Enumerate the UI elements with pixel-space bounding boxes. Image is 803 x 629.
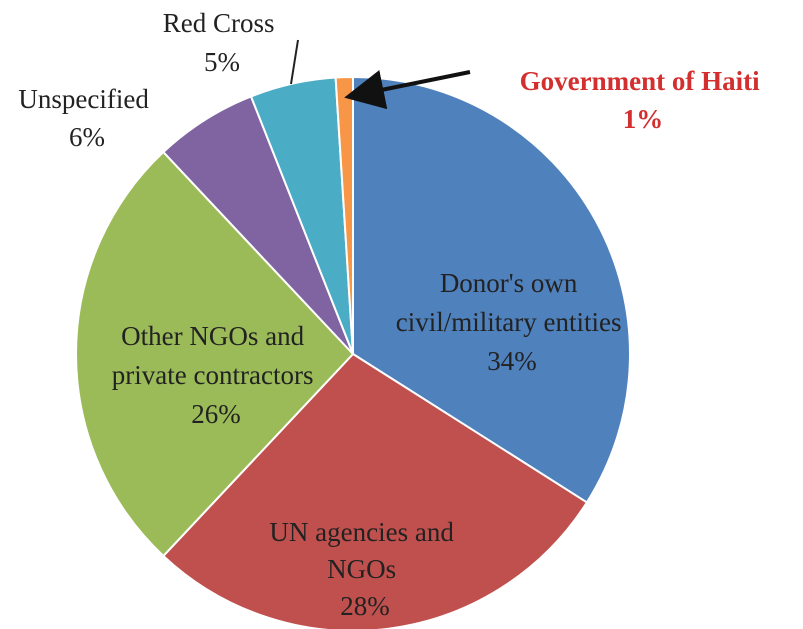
slice-value-un: 28% xyxy=(340,591,390,621)
slice-label-un: UN agencies and NGOs 28% xyxy=(269,517,460,621)
slice-label-donors-line1: Donor's own xyxy=(440,268,578,298)
slice-label-un-line2: NGOs xyxy=(327,554,396,584)
slice-label-red-cross-line1: Red Cross xyxy=(163,8,275,38)
slice-value-other-ngos: 26% xyxy=(191,399,241,429)
slice-value-donors: 34% xyxy=(487,346,537,376)
arrow-government xyxy=(344,70,471,110)
slice-label-government-line1: Government of Haiti xyxy=(520,66,760,96)
slice-label-red-cross: Red Cross 5% xyxy=(163,8,282,77)
slice-label-government: Government of Haiti 1% xyxy=(520,66,767,134)
slice-label-other-ngos-line2: private contractors xyxy=(112,360,314,390)
pie-slices xyxy=(75,75,631,629)
leader-line-red-cross xyxy=(290,39,299,85)
slice-value-government: 1% xyxy=(623,104,664,134)
slice-value-unspecified: 6% xyxy=(69,122,105,152)
slice-label-other-ngos: Other NGOs and private contractors 26% xyxy=(112,321,320,429)
slice-label-un-line1: UN agencies and xyxy=(269,517,454,547)
slice-label-donors: Donor's own civil/military entities 34% xyxy=(396,268,628,376)
slice-label-other-ngos-line1: Other NGOs and xyxy=(121,321,304,351)
slice-label-unspecified-line1: Unspecified xyxy=(18,84,149,114)
slice-label-donors-line2: civil/military entities xyxy=(396,307,622,337)
slice-value-red-cross: 5% xyxy=(204,47,240,77)
pie-slice-donors xyxy=(352,75,631,504)
slice-label-unspecified: Unspecified 6% xyxy=(18,84,155,152)
pie-slice-other-ngos xyxy=(75,150,355,558)
